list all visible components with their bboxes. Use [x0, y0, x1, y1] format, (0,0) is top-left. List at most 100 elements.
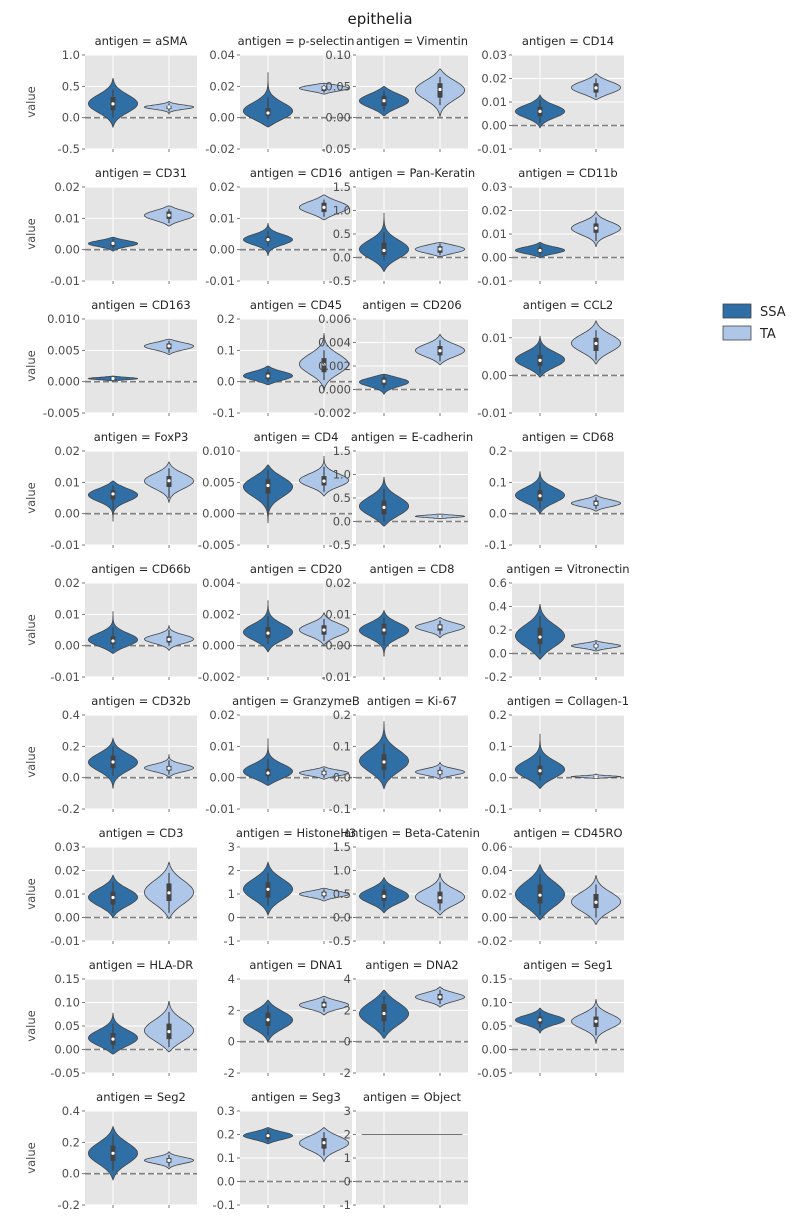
y-tick-label: 0.00	[481, 911, 507, 925]
panel-title: antigen = DNA2	[365, 958, 458, 972]
median-marker-ssa	[266, 238, 270, 242]
y-tick-label: 0.02	[54, 444, 80, 458]
panel-cd8: -0.01 0.00 0.01 0.02 antigen = CD8	[321, 562, 468, 684]
panel-object: -1 0 1 2 3 antigen = Object	[340, 1090, 468, 1212]
y-tick-label: -0.005	[43, 406, 80, 420]
panel-title: antigen = Collagen-1	[507, 694, 629, 708]
y-tick-label: 0.4	[62, 708, 80, 722]
y-axis-label: value	[24, 482, 38, 513]
median-marker-ssa	[538, 494, 542, 498]
median-marker-ssa	[111, 102, 115, 106]
panel-cd16: -0.01 0.00 0.01 0.02 antigen = CD16	[205, 166, 352, 288]
y-axis-label: value	[24, 1010, 38, 1041]
median-marker-ta	[322, 479, 326, 483]
y-tick-label: 0.0	[62, 1167, 80, 1181]
y-tick-label: 0.4	[489, 600, 507, 614]
y-tick-label: 0.00	[325, 111, 351, 125]
panel-cd3: -0.01 0.00 0.01 0.02 0.03 antigen = CD3 value	[24, 826, 197, 948]
y-tick-label: 0.5	[62, 79, 80, 93]
panel-ccl2: -0.01 0.00 0.01 antigen = CCL2	[477, 298, 624, 420]
y-axis-label: value	[24, 1142, 38, 1173]
legend-label-ssa: SSA	[760, 305, 786, 320]
panel-title: antigen = Vitronectin	[506, 562, 629, 576]
panel-cd68: -0.1 0.0 0.1 0.2 antigen = CD68	[485, 430, 624, 552]
panel-title: antigen = CD32b	[91, 694, 190, 708]
y-axis-label: value	[24, 614, 38, 645]
y-tick-label: 0.000	[202, 639, 235, 653]
median-marker-ta	[322, 86, 326, 90]
y-tick-label: 1.5	[333, 840, 351, 854]
panel-asma: -0.5 0.0 0.5 1.0 antigen = aSMA value	[24, 34, 197, 156]
median-marker-ssa	[538, 769, 542, 773]
y-tick-label: -0.01	[50, 670, 80, 684]
panel-title: antigen = CD31	[95, 166, 187, 180]
y-tick-label: -0.1	[329, 802, 351, 816]
y-tick-label: -0.01	[321, 670, 351, 684]
median-marker-ssa	[382, 628, 386, 632]
median-marker-ta	[167, 766, 171, 770]
median-marker-ta	[438, 770, 442, 774]
legend-swatch-ta	[722, 325, 752, 341]
median-marker-ssa	[266, 1134, 270, 1138]
panel-title: antigen = aSMA	[95, 34, 188, 48]
median-marker-ssa	[538, 1018, 542, 1022]
median-marker-ssa	[382, 760, 386, 764]
panel-title: antigen = CD45RO	[513, 826, 622, 840]
y-tick-label: 0.0	[62, 111, 80, 125]
y-tick-label: 0.0	[333, 771, 351, 785]
median-marker-ta	[322, 628, 326, 632]
median-marker-ta	[438, 896, 442, 900]
y-tick-label: 0.2	[62, 1135, 80, 1149]
y-tick-label: 1.5	[333, 444, 351, 458]
y-tick-label: 0.02	[54, 576, 80, 590]
figure-title: epithelia	[347, 10, 412, 28]
y-tick-label: 0	[344, 1035, 351, 1049]
y-tick-label: 1	[344, 1151, 351, 1165]
median-marker-ta	[167, 105, 171, 109]
y-tick-label: 1.0	[333, 204, 351, 218]
y-tick-label: 0.0	[217, 1175, 235, 1189]
y-tick-label: -0.1	[213, 1198, 235, 1212]
y-tick-label: 0.02	[209, 180, 235, 194]
median-marker-ta	[167, 344, 171, 348]
y-tick-label: 0.02	[209, 79, 235, 93]
median-marker-ta	[438, 514, 442, 518]
median-marker-ta	[167, 213, 171, 217]
median-marker-ta	[322, 892, 326, 896]
y-tick-label: -0.01	[477, 274, 507, 288]
median-marker-ssa	[266, 111, 270, 115]
panel-cd163: -0.005 0.000 0.005 0.010 antigen = CD163 valu…	[24, 298, 197, 420]
median-marker-ta	[167, 637, 171, 642]
y-tick-label: -2	[340, 1066, 351, 1080]
median-marker-ssa	[111, 760, 115, 764]
y-tick-label: -0.05	[50, 1066, 80, 1080]
y-tick-label: 0.00	[209, 771, 235, 785]
y-tick-label: 0.0	[333, 911, 351, 925]
panel-title: antigen = HistoneH3	[236, 826, 356, 840]
y-tick-label: 0.00	[54, 243, 80, 257]
y-tick-label: 0	[344, 1175, 351, 1189]
y-tick-label: 1.0	[333, 468, 351, 482]
y-tick-label: 0.004	[318, 336, 351, 350]
y-tick-label: 0.00	[325, 639, 351, 653]
y-tick-label: 0.0	[333, 515, 351, 529]
legend: SSA TA	[722, 303, 786, 342]
panel-title: antigen = Ki-67	[367, 694, 457, 708]
y-tick-label: 0.5	[333, 227, 351, 241]
median-marker-ssa	[266, 887, 270, 891]
y-tick-label: 0.02	[481, 72, 507, 86]
y-tick-label: 0.01	[481, 227, 507, 241]
y-tick-label: 2	[344, 1128, 351, 1142]
y-tick-label: 0.0	[333, 251, 351, 265]
panel-dna2: -2 0 2 4 antigen = DNA2	[340, 958, 468, 1080]
median-marker-ssa	[266, 771, 270, 775]
y-tick-label: 0.00	[54, 639, 80, 653]
y-tick-label: -0.01	[205, 802, 235, 816]
panel-title: antigen = p-selectin	[238, 34, 355, 48]
median-marker-ta	[594, 644, 598, 648]
panel-cd20: -0.002 0.000 0.002 0.004 antigen = CD20	[198, 562, 352, 684]
y-tick-label: -0.05	[321, 142, 351, 156]
